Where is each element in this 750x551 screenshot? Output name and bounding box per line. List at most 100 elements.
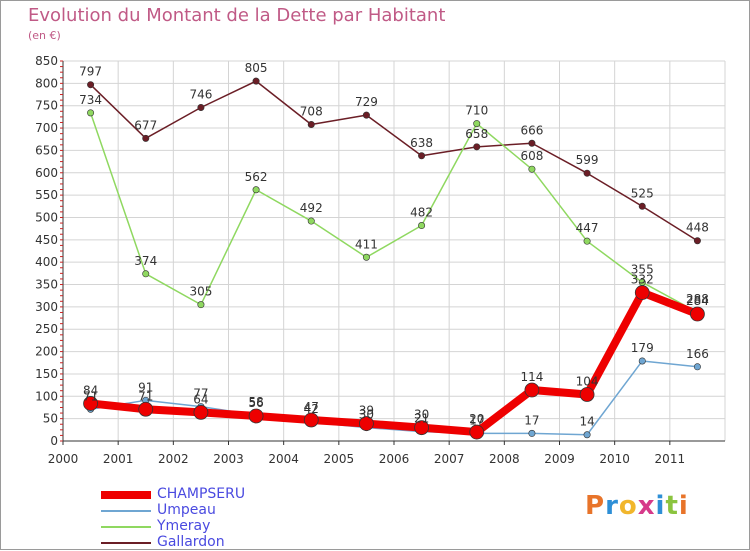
logo-letter: i [678, 491, 689, 521]
y-tick-label: 600 [35, 166, 58, 180]
data-point [248, 408, 264, 424]
data-label: 305 [189, 285, 212, 299]
data-label: 84 [83, 383, 98, 397]
data-label: 599 [576, 153, 599, 167]
data-point [362, 253, 370, 261]
y-tick-label: 450 [35, 233, 58, 247]
data-label: 21 [414, 412, 429, 426]
data-label: 448 [686, 221, 709, 235]
data-label: 797 [79, 65, 102, 79]
data-point [693, 237, 701, 245]
data-label: 14 [579, 415, 594, 429]
series-line-gallardon [89, 80, 699, 242]
data-point [359, 416, 374, 431]
data-label: 42 [304, 402, 319, 416]
x-tick-label: 2011 [655, 452, 686, 466]
y-tick-label: 850 [35, 54, 58, 68]
data-point [87, 109, 95, 117]
data-label: 17 [524, 413, 539, 427]
data-point [193, 404, 209, 420]
data-label: 746 [189, 87, 212, 101]
data-label: 30 [359, 408, 374, 422]
series-line-umpeau [89, 360, 699, 436]
data-point [252, 186, 260, 194]
legend-label: CHAMPSERU [157, 486, 246, 502]
data-point [473, 120, 481, 128]
series-line-ymeray [89, 112, 699, 313]
data-point [528, 429, 536, 437]
data-label: 288 [686, 292, 709, 306]
data-point [638, 202, 646, 210]
x-tick-label: 2002 [158, 452, 189, 466]
x-tick-label: 2004 [268, 452, 299, 466]
data-label: 729 [355, 95, 378, 109]
y-tick-label: 550 [35, 188, 58, 202]
x-tick-label: 2007 [434, 452, 465, 466]
data-label: 411 [355, 237, 378, 251]
logo-letter: i [655, 491, 666, 521]
data-label: 39 [359, 404, 374, 418]
proxiti-logo: Proxiti [585, 491, 689, 521]
data-label: 525 [631, 186, 654, 200]
data-label: 708 [300, 104, 323, 118]
data-label: 666 [520, 123, 543, 137]
data-label: 677 [134, 118, 157, 132]
data-point [142, 134, 150, 142]
data-label: 77 [193, 387, 208, 401]
data-point [473, 143, 481, 151]
logo-letter: t [665, 491, 679, 521]
logo-letter: r [605, 491, 619, 521]
x-tick-label: 2009 [544, 452, 575, 466]
data-point [638, 357, 646, 365]
y-tick-label: 0 [50, 434, 58, 448]
legend-label: Ymeray [157, 518, 211, 534]
y-tick-label: 50 [43, 412, 58, 426]
x-tick-label: 2006 [379, 452, 410, 466]
data-label: 562 [245, 170, 268, 184]
data-label: 104 [576, 375, 599, 389]
data-point [142, 270, 150, 278]
data-point [583, 237, 591, 245]
chart-unit: (en €) [28, 29, 61, 42]
data-point [418, 152, 426, 160]
data-point [418, 222, 426, 230]
data-label: 64 [193, 392, 208, 406]
data-point [414, 420, 429, 435]
data-label: 638 [410, 136, 433, 150]
legend-swatch [101, 510, 151, 512]
data-point [138, 401, 154, 417]
y-tick-label: 200 [35, 345, 58, 359]
data-point [197, 103, 205, 111]
y-tick-label: 400 [35, 255, 58, 269]
data-label: 608 [520, 149, 543, 163]
y-tick-label: 250 [35, 322, 58, 336]
data-label: 482 [410, 206, 433, 220]
data-point [303, 412, 319, 428]
chart-title: Evolution du Montant de la Dette par Hab… [28, 5, 446, 26]
data-label: 332 [631, 273, 654, 287]
y-tick-label: 350 [35, 278, 58, 292]
y-tick-label: 750 [35, 99, 58, 113]
data-point [583, 431, 591, 439]
logo-letter: o [618, 491, 638, 521]
series-line-champseru [86, 288, 702, 437]
data-point [528, 165, 536, 173]
data-label: 374 [134, 254, 157, 268]
data-label: 17 [469, 413, 484, 427]
legend-swatch [101, 542, 151, 544]
logo-letter: x [637, 491, 656, 521]
legend-swatch [101, 526, 151, 528]
x-tick-label: 2000 [48, 452, 79, 466]
x-tick-label: 2001 [103, 452, 134, 466]
data-label: 71 [138, 389, 153, 403]
y-tick-label: 650 [35, 143, 58, 157]
data-point [524, 382, 540, 398]
data-label: 805 [245, 61, 268, 75]
y-tick-label: 800 [35, 76, 58, 90]
data-label: 284 [686, 294, 709, 308]
data-point [252, 77, 260, 85]
data-label: 658 [465, 127, 488, 141]
data-label: 492 [300, 201, 323, 215]
legend-label: Gallardon [157, 534, 225, 550]
